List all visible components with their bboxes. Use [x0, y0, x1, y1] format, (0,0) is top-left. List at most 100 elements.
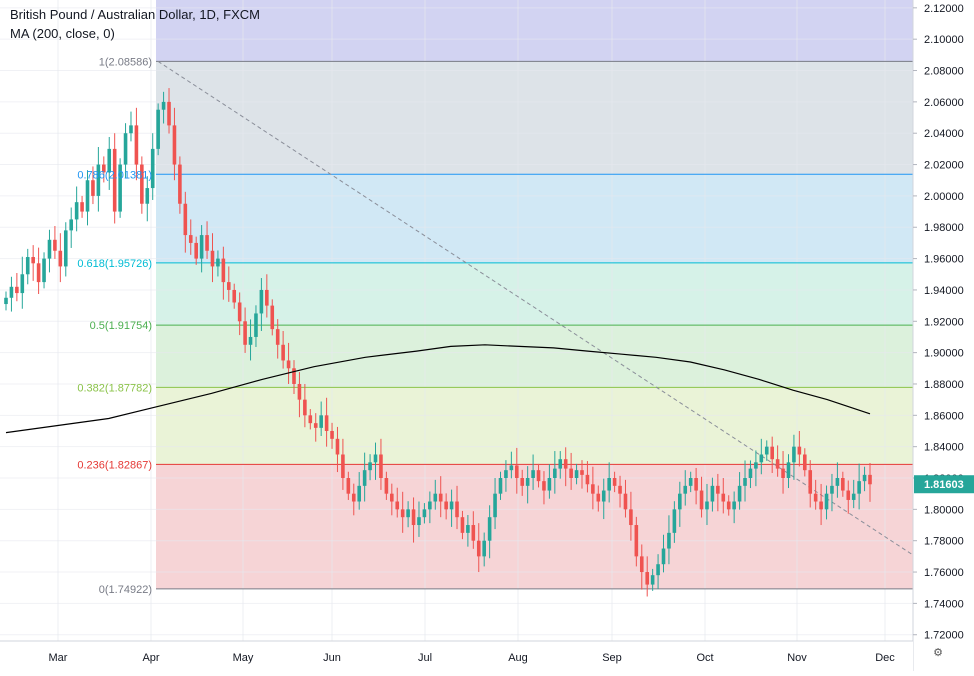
candle-body [400, 509, 405, 518]
candle-body [275, 329, 280, 345]
candle-body [265, 289, 269, 306]
candle-body [4, 297, 8, 305]
candle-body [639, 556, 644, 573]
candle-body [444, 501, 448, 510]
candle-body [226, 282, 231, 290]
fib-level-label: 0(1.74922) [99, 584, 152, 596]
candle-body [395, 501, 400, 510]
candle-body [297, 383, 302, 400]
candle-body [623, 493, 628, 510]
candle-body [438, 493, 443, 502]
candle-body [85, 180, 90, 212]
candle-body [764, 446, 769, 455]
candle-body [221, 258, 226, 283]
candle-body [748, 468, 753, 479]
candle-body [819, 501, 823, 510]
price-tick-label: 2.04000 [924, 128, 964, 140]
candle-body [25, 257, 30, 275]
settings-icon[interactable]: ⚙ [933, 647, 943, 659]
candle-body [504, 470, 508, 479]
candle-body [379, 454, 383, 479]
price-tick-label: 2.08000 [924, 66, 964, 78]
candle-body [645, 572, 650, 585]
candle-body [362, 470, 367, 486]
fib-zones [156, 0, 913, 589]
price-tick-label: 1.84000 [924, 442, 964, 454]
candle-body [792, 446, 796, 463]
fib-zone [156, 387, 913, 465]
candle-body [308, 415, 313, 424]
candle-body [813, 493, 818, 502]
candle-body [525, 478, 530, 486]
candle-body [237, 302, 242, 322]
candle-body [726, 501, 731, 510]
candle-body [330, 430, 334, 439]
price-axis-bg [913, 0, 974, 671]
candle-body [36, 263, 41, 283]
time-axis-bg [0, 641, 913, 671]
candle-body [770, 446, 774, 460]
candle-body [31, 257, 35, 264]
candle-body [270, 305, 275, 330]
candle-body [808, 470, 813, 494]
candle-body [47, 239, 52, 259]
candle-body [417, 517, 421, 526]
candle-body [466, 525, 470, 533]
candle-body [324, 415, 329, 431]
candle-body [775, 459, 780, 469]
candle-body [53, 239, 57, 251]
candle-body [721, 493, 726, 502]
price-tick-label: 1.92000 [924, 316, 964, 328]
candle-body [797, 446, 802, 455]
price-tick-label: 2.12000 [924, 3, 964, 15]
candle-body [683, 485, 688, 494]
candle-body [107, 148, 112, 173]
price-tick-label: 1.98000 [924, 222, 964, 234]
fib-zone [156, 464, 913, 589]
candle-body [569, 468, 573, 479]
price-tick-label: 1.90000 [924, 348, 964, 360]
candle-body [688, 478, 693, 486]
candle-body [851, 493, 856, 500]
candle-body [9, 286, 14, 298]
candle-body [303, 399, 307, 416]
candle-body [656, 564, 660, 576]
candle-body [15, 286, 19, 294]
chart-title: British Pound / Australian Dollar, 1D, F… [10, 7, 260, 22]
candle-body [471, 525, 476, 541]
candle-body [705, 501, 709, 510]
candle-body [42, 258, 46, 283]
candle-body [487, 517, 492, 541]
candle-body [841, 478, 845, 491]
fib-level-label: 1(2.08586) [99, 56, 152, 68]
candle-body [830, 485, 834, 494]
price-tick-label: 1.80000 [924, 504, 964, 516]
candle-body [661, 548, 666, 565]
price-tick-label: 1.76000 [924, 567, 964, 579]
candle-body [585, 474, 590, 485]
candle-body [96, 164, 101, 196]
candle-body [210, 250, 215, 267]
candle-body [449, 501, 454, 510]
candle-body [357, 485, 362, 502]
candle-body [346, 478, 351, 494]
price-tick-label: 1.88000 [924, 379, 964, 391]
price-tick-label: 1.72000 [924, 630, 964, 642]
fib-level-label: 0.236(1.82867) [77, 459, 152, 471]
candle-body [205, 235, 209, 251]
last-price-label: 1.81603 [924, 479, 964, 491]
candle-body [102, 164, 106, 173]
candle-body [74, 202, 79, 220]
candle-body [612, 478, 617, 486]
time-tick-label: Jun [323, 652, 341, 664]
candle-body [156, 109, 160, 149]
candle-body [232, 289, 237, 303]
grid-lines [0, 0, 913, 641]
time-tick-label: Dec [875, 652, 895, 664]
candles [4, 88, 872, 597]
candle-body [313, 423, 318, 428]
candle-body [422, 509, 427, 518]
candle-body [591, 484, 595, 494]
price-axis: 2.12000 2.10000 2.08000 2.06000 2.04000 2.020… [912, 0, 974, 671]
